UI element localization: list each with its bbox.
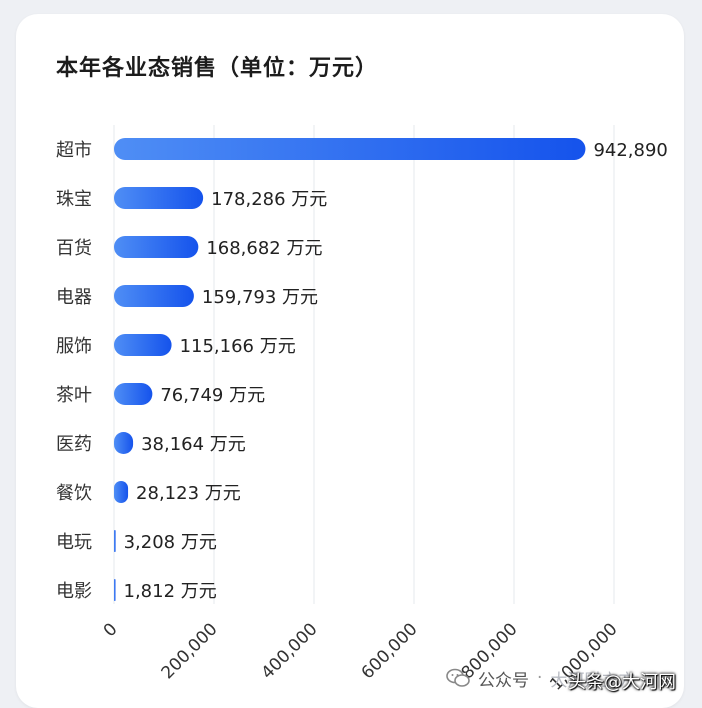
value-label: 76,749 万元 (160, 385, 265, 406)
category-label: 电器 (56, 287, 92, 308)
bar (114, 285, 194, 307)
source-footer: 公众号 · 大河财立方 (446, 664, 635, 692)
value-label: 942,890 (593, 140, 667, 161)
labels: 0 200,000 400,000 600,000 800,000 1,000,000超市… (56, 140, 668, 695)
category-label: 珠宝 (56, 189, 92, 210)
value-label: 28,123 万元 (136, 483, 241, 504)
bar (114, 530, 116, 552)
category-label: 餐饮 (56, 483, 92, 504)
grid-lines (113, 125, 615, 604)
wechat-icon (446, 668, 470, 688)
value-label: 159,793 万元 (202, 287, 318, 308)
category-label: 服饰 (56, 336, 92, 357)
bar (114, 187, 204, 209)
bars (114, 138, 586, 601)
category-label: 医药 (56, 434, 92, 455)
category-label: 百货 (56, 238, 92, 259)
value-label: 115,166 万元 (180, 336, 296, 357)
bar (114, 334, 172, 356)
x-tick-label: 200,000 (158, 619, 222, 683)
chart-title: 本年各业态销售（单位：万元） (56, 56, 379, 81)
bar (114, 481, 129, 503)
x-tick-label: 400,000 (258, 619, 322, 683)
category-label: 茶叶 (56, 385, 92, 406)
x-tick-label: 0 (100, 619, 122, 641)
value-label: 178,286 万元 (211, 189, 327, 210)
category-label: 电玩 (56, 532, 92, 553)
value-label: 1,812 万元 (124, 581, 217, 602)
chart-card (16, 14, 684, 708)
value-label: 3,208 万元 (124, 532, 217, 553)
bar (114, 432, 134, 454)
account-name: 大河财立方 (550, 670, 636, 691)
bar (114, 579, 116, 601)
value-label: 38,164 万元 (141, 434, 246, 455)
value-label: 168,682 万元 (206, 238, 322, 259)
bar (114, 236, 199, 258)
wechat-label: 公众号 (478, 670, 529, 691)
credit-watermark: 头条@大河网 (568, 672, 676, 693)
separator: · (537, 668, 543, 688)
category-label: 超市 (56, 140, 92, 161)
bar (114, 138, 586, 160)
category-label: 电影 (56, 581, 92, 602)
x-tick-label: 600,000 (358, 619, 422, 683)
bar (114, 383, 153, 405)
